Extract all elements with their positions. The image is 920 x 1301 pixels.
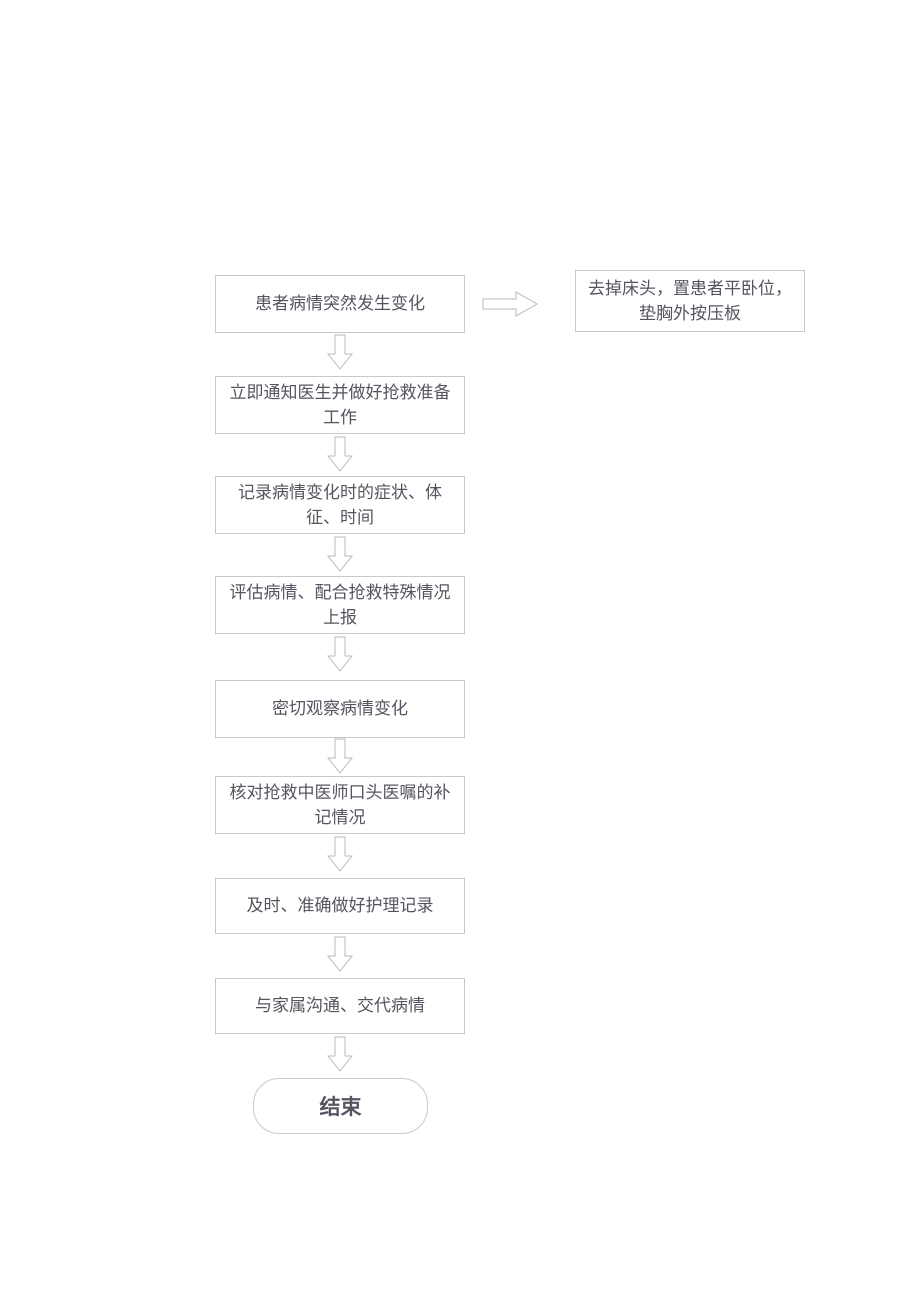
node-label: 与家属沟通、交代病情 [255, 993, 425, 1019]
arrow-down-icon [327, 1036, 353, 1072]
node-label: 密切观察病情变化 [272, 696, 408, 722]
flow-terminator-end: 结束 [253, 1078, 428, 1134]
arrow-down-icon [327, 536, 353, 572]
flow-node-verify-orders: 核对抢救中医师口头医嘱的补记情况 [215, 776, 465, 834]
node-label: 去掉床头，置患者平卧位，垫胸外按压板 [586, 276, 794, 327]
flow-node-notify-doctor: 立即通知医生并做好抢救准备工作 [215, 376, 465, 434]
flow-node-observe: 密切观察病情变化 [215, 680, 465, 738]
node-label: 患者病情突然发生变化 [255, 291, 425, 317]
node-label: 评估病情、配合抢救特殊情况上报 [226, 580, 454, 631]
node-label: 及时、准确做好护理记录 [247, 893, 434, 919]
arrow-down-icon [327, 636, 353, 672]
node-label: 记录病情变化时的症状、体征、时间 [226, 480, 454, 531]
arrow-down-icon [327, 436, 353, 472]
arrow-down-icon [327, 334, 353, 370]
arrow-down-icon [327, 836, 353, 872]
arrow-right-icon [482, 290, 538, 318]
node-label: 核对抢救中医师口头医嘱的补记情况 [226, 780, 454, 831]
arrow-down-icon [327, 738, 353, 774]
node-label: 结束 [320, 1091, 362, 1121]
flow-node-family-communicate: 与家属沟通、交代病情 [215, 978, 465, 1034]
flow-node-bed-position: 去掉床头，置患者平卧位，垫胸外按压板 [575, 270, 805, 332]
arrow-down-icon [327, 936, 353, 972]
node-label: 立即通知医生并做好抢救准备工作 [226, 380, 454, 431]
flow-node-assess-report: 评估病情、配合抢救特殊情况上报 [215, 576, 465, 634]
flow-node-patient-change: 患者病情突然发生变化 [215, 275, 465, 333]
flow-node-record-symptoms: 记录病情变化时的症状、体征、时间 [215, 476, 465, 534]
flow-node-nursing-record: 及时、准确做好护理记录 [215, 878, 465, 934]
flowchart-container: 患者病情突然发生变化 去掉床头，置患者平卧位，垫胸外按压板 立即通知医生并做好抢… [0, 0, 920, 1301]
